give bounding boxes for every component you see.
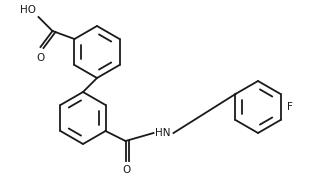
Text: HO: HO bbox=[20, 5, 37, 15]
Text: HN: HN bbox=[155, 128, 170, 138]
Text: O: O bbox=[122, 165, 131, 175]
Text: F: F bbox=[287, 102, 293, 112]
Text: O: O bbox=[36, 53, 45, 63]
